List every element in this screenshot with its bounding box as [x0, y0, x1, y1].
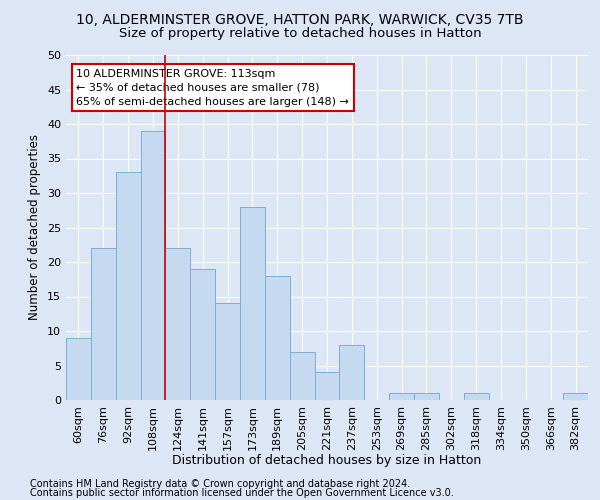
Text: Contains HM Land Registry data © Crown copyright and database right 2024.: Contains HM Land Registry data © Crown c…: [30, 479, 410, 489]
Bar: [340, 345, 364, 400]
Bar: [215, 304, 240, 400]
Text: Size of property relative to detached houses in Hatton: Size of property relative to detached ho…: [119, 28, 481, 40]
Bar: [166, 248, 190, 400]
Bar: [190, 269, 215, 400]
Bar: [389, 393, 414, 400]
Y-axis label: Number of detached properties: Number of detached properties: [28, 134, 41, 320]
Bar: [314, 372, 340, 400]
X-axis label: Distribution of detached houses by size in Hatton: Distribution of detached houses by size …: [172, 454, 482, 467]
Text: Contains public sector information licensed under the Open Government Licence v3: Contains public sector information licen…: [30, 488, 454, 498]
Bar: [464, 393, 488, 400]
Bar: [265, 276, 290, 400]
Bar: [66, 338, 91, 400]
Bar: [140, 131, 166, 400]
Bar: [91, 248, 116, 400]
Bar: [116, 172, 140, 400]
Bar: [414, 393, 439, 400]
Bar: [240, 207, 265, 400]
Bar: [290, 352, 314, 400]
Text: 10, ALDERMINSTER GROVE, HATTON PARK, WARWICK, CV35 7TB: 10, ALDERMINSTER GROVE, HATTON PARK, WAR…: [76, 12, 524, 26]
Bar: [563, 393, 588, 400]
Text: 10 ALDERMINSTER GROVE: 113sqm
← 35% of detached houses are smaller (78)
65% of s: 10 ALDERMINSTER GROVE: 113sqm ← 35% of d…: [76, 69, 349, 107]
